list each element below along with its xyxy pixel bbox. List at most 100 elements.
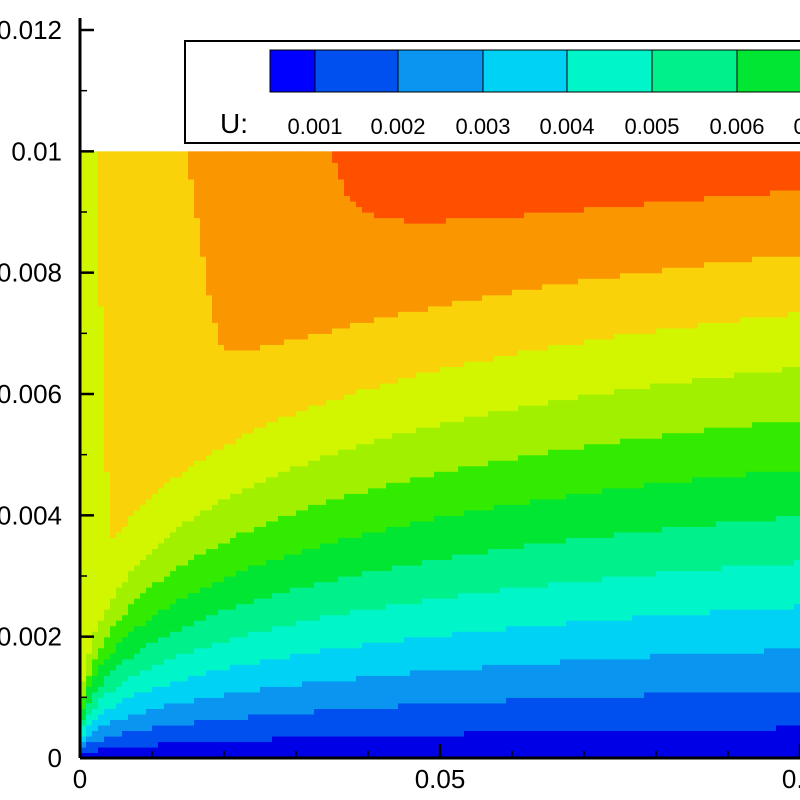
- contour-cell: [770, 603, 777, 610]
- contour-cell: [266, 691, 273, 698]
- contour-cell: [428, 553, 435, 561]
- contour-cell: [464, 570, 471, 577]
- contour-cell: [524, 697, 531, 704]
- contour-cell: [410, 620, 417, 627]
- contour-cell: [134, 537, 141, 544]
- contour-cell: [620, 548, 627, 555]
- contour-cell: [452, 548, 459, 555]
- contour-cell: [746, 680, 753, 687]
- contour-cell: [194, 647, 201, 654]
- contour-cell: [644, 636, 651, 643]
- contour-cell: [404, 691, 411, 698]
- contour-cell: [320, 724, 327, 732]
- contour-cell: [500, 625, 507, 632]
- contour-cell: [542, 620, 549, 627]
- contour-cell: [194, 691, 201, 698]
- contour-cell: [110, 537, 117, 544]
- contour-cell: [116, 620, 123, 627]
- contour-cell: [596, 647, 603, 654]
- contour-cell: [500, 691, 507, 698]
- contour-cell: [380, 625, 387, 632]
- contour-cell: [374, 675, 381, 682]
- contour-cell: [350, 713, 357, 720]
- contour-cell: [242, 675, 249, 682]
- contour-cell: [224, 564, 231, 572]
- contour-cell: [380, 542, 387, 550]
- contour-cell: [704, 631, 711, 638]
- contour-cell: [104, 653, 111, 660]
- contour-cell: [536, 537, 543, 544]
- contour-cell: [416, 603, 423, 610]
- contour-cell: [698, 664, 705, 671]
- contour-cell: [440, 553, 447, 561]
- contour-cell: [248, 680, 255, 687]
- contour-cell: [290, 587, 297, 594]
- contour-cell: [776, 752, 783, 758]
- contour-cell: [266, 741, 273, 748]
- contour-cell: [584, 730, 591, 737]
- contour-cell: [788, 691, 795, 698]
- contour-cell: [428, 587, 435, 594]
- contour-cell: [596, 680, 603, 687]
- contour-cell: [128, 735, 135, 743]
- contour-cell: [632, 746, 639, 754]
- contour-cell: [758, 719, 765, 726]
- contour-cell: [494, 664, 501, 671]
- contour-cell: [368, 713, 375, 720]
- contour-cell: [164, 570, 171, 577]
- contour-cell: [560, 702, 567, 709]
- contour-cell: [386, 526, 393, 533]
- contour-cell: [470, 658, 477, 665]
- contour-cell: [422, 730, 429, 737]
- contour-cell: [626, 752, 633, 758]
- contour-cell: [446, 548, 453, 555]
- contour-cell: [392, 686, 399, 693]
- contour-cell: [224, 526, 231, 533]
- contour-cell: [356, 669, 363, 676]
- contour-cell: [776, 620, 783, 627]
- contour-cell: [146, 653, 153, 660]
- contour-cell: [398, 609, 405, 616]
- contour-cell: [644, 713, 651, 720]
- contour-cell: [626, 702, 633, 709]
- contour-cell: [578, 581, 585, 588]
- contour-cell: [422, 653, 429, 660]
- contour-cell: [620, 735, 627, 743]
- contour-cell: [734, 691, 741, 698]
- contour-cell: [656, 614, 663, 621]
- contour-cell: [188, 669, 195, 676]
- contour-cell: [548, 636, 555, 643]
- contour-cell: [782, 603, 789, 610]
- contour-cell: [368, 719, 375, 726]
- contour-cell: [464, 592, 471, 599]
- contour-cell: [194, 592, 201, 599]
- contour-cell: [494, 548, 501, 555]
- contour-cell: [170, 636, 177, 643]
- contour-cell: [362, 542, 369, 550]
- contour-cell: [530, 752, 537, 758]
- contour-cell: [374, 653, 381, 660]
- contour-cell: [506, 691, 513, 698]
- contour-cell: [110, 653, 117, 660]
- contour-cell: [560, 664, 567, 671]
- contour-cell: [218, 647, 225, 654]
- contour-cell: [656, 620, 663, 627]
- contour-cell: [446, 686, 453, 693]
- contour-cell: [650, 702, 657, 709]
- contour-cell: [524, 581, 531, 588]
- contour-cell: [608, 653, 615, 660]
- contour-cell: [704, 614, 711, 621]
- contour-cell: [158, 620, 165, 627]
- contour-cell: [104, 553, 111, 561]
- contour-cell: [386, 542, 393, 550]
- contour-cell: [92, 724, 99, 732]
- contour-cell: [512, 603, 519, 610]
- contour-cell: [332, 592, 339, 599]
- contour-cell: [638, 537, 645, 544]
- contour-cell: [788, 741, 795, 748]
- contour-cell: [542, 631, 549, 638]
- contour-cell: [746, 658, 753, 665]
- contour-cell: [128, 548, 135, 555]
- contour-cell: [278, 647, 285, 654]
- contour-cell: [560, 531, 567, 538]
